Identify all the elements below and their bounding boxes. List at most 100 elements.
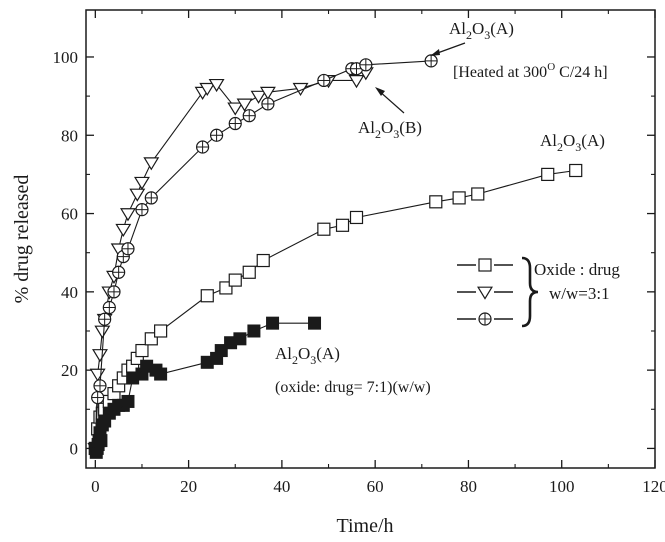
series-layer bbox=[87, 54, 583, 459]
data-point-open-square bbox=[541, 167, 555, 182]
marker-shape bbox=[134, 176, 150, 190]
data-point-open-triangle-down bbox=[134, 176, 150, 190]
data-point-crossed-circle bbox=[112, 265, 126, 279]
data-point-open-triangle-down bbox=[208, 78, 225, 93]
data-point-open-triangle-down bbox=[259, 86, 276, 100]
marker-shape bbox=[471, 187, 485, 201]
marker-shape bbox=[233, 332, 247, 346]
marker-shape bbox=[154, 324, 168, 338]
data-point-open-triangle-down bbox=[227, 102, 244, 116]
series-line bbox=[94, 169, 576, 449]
arrow-top-head bbox=[430, 49, 440, 56]
legend bbox=[457, 257, 513, 327]
x-tick-label: 80 bbox=[460, 477, 477, 496]
marker-shape bbox=[227, 102, 244, 116]
data-point-open-triangle-down bbox=[250, 90, 267, 104]
x-tick-label: 100 bbox=[549, 477, 575, 496]
y-tick-label: 20 bbox=[61, 361, 78, 380]
data-point-open-triangle-down bbox=[92, 349, 108, 363]
y-tick-label: 60 bbox=[61, 205, 78, 224]
y-axis-title: % drug released bbox=[11, 175, 33, 304]
marker-shape bbox=[154, 367, 168, 381]
marker-shape bbox=[349, 210, 364, 225]
axis-ticks bbox=[86, 10, 656, 468]
legend-marker-crossed-circle bbox=[478, 312, 492, 326]
marker-shape bbox=[94, 434, 108, 448]
annotation-lower-ratio: (oxide: drug= 7:1)(w/w) bbox=[275, 379, 431, 396]
x-tick-labels: 0 20 40 60 80 100 120 bbox=[91, 477, 665, 496]
marker-shape bbox=[259, 86, 276, 100]
marker-shape bbox=[541, 167, 555, 182]
marker-shape bbox=[129, 188, 146, 202]
x-tick-label: 40 bbox=[273, 477, 290, 496]
marker-shape bbox=[452, 191, 466, 205]
x-axis-title: Time/h bbox=[336, 515, 393, 537]
marker-shape bbox=[247, 324, 261, 338]
marker-shape bbox=[120, 208, 136, 222]
data-point-open-square bbox=[256, 253, 270, 268]
y-tick-label: 100 bbox=[53, 48, 79, 67]
data-point-crossed-circle bbox=[317, 73, 331, 88]
y-tick-label: 0 bbox=[70, 439, 79, 458]
marker-shape bbox=[200, 289, 214, 303]
marker-shape bbox=[256, 253, 270, 268]
legend-brace bbox=[521, 256, 539, 328]
marker-shape bbox=[477, 286, 493, 300]
data-point-open-square bbox=[242, 265, 256, 279]
marker-shape bbox=[335, 218, 350, 232]
series-open-square bbox=[88, 163, 583, 456]
data-point-crossed-circle bbox=[261, 97, 275, 111]
data-point-crossed-circle bbox=[107, 285, 121, 299]
data-point-filled-square bbox=[266, 316, 280, 330]
data-point-filled-square bbox=[233, 332, 247, 346]
data-point-crossed-circle bbox=[121, 242, 135, 256]
data-point-filled-square bbox=[308, 316, 322, 330]
marker-shape bbox=[89, 368, 106, 382]
series-filled-square bbox=[88, 316, 322, 459]
marker-shape bbox=[569, 163, 583, 178]
x-tick-label: 0 bbox=[91, 477, 100, 496]
marker-shape bbox=[478, 258, 492, 272]
legend-entry-open-square bbox=[457, 257, 513, 273]
data-point-open-square bbox=[569, 163, 583, 178]
marker-shape bbox=[250, 90, 267, 104]
data-point-crossed-circle bbox=[91, 390, 105, 405]
data-point-filled-square bbox=[94, 434, 108, 448]
data-point-open-triangle-down bbox=[236, 98, 253, 112]
annotation-al2o3-b: Al2O3(B) bbox=[358, 118, 422, 141]
annotation-right-al2o3-a: Al2O3(A) bbox=[540, 131, 605, 154]
data-point-open-square bbox=[135, 343, 149, 358]
data-point-open-square bbox=[228, 273, 242, 287]
data-point-crossed-circle bbox=[228, 116, 242, 131]
data-point-open-triangle-down bbox=[348, 75, 365, 89]
data-point-crossed-circle bbox=[135, 203, 149, 217]
data-point-crossed-circle bbox=[102, 300, 116, 315]
plot-frame bbox=[85, 9, 656, 469]
marker-shape bbox=[115, 223, 132, 237]
marker-shape bbox=[236, 98, 253, 112]
y-tick-label: 80 bbox=[61, 126, 78, 145]
marker-shape bbox=[199, 82, 216, 97]
data-point-open-triangle-down bbox=[89, 368, 106, 382]
marker-shape bbox=[94, 325, 111, 339]
data-point-open-square bbox=[317, 222, 331, 236]
legend-group-label-line1: Oxide : drug bbox=[534, 260, 620, 279]
y-tick-labels: 0 20 40 60 80 100 bbox=[53, 48, 79, 458]
marker-shape bbox=[121, 394, 135, 408]
data-point-open-square bbox=[200, 289, 214, 303]
data-point-open-square bbox=[471, 187, 485, 201]
marker-shape bbox=[429, 195, 443, 209]
legend-group-label-line2: w/w=3:1 bbox=[549, 284, 610, 303]
legend-marker-open-triangle-down bbox=[477, 286, 493, 300]
data-point-crossed-circle bbox=[209, 128, 224, 142]
marker-shape bbox=[92, 349, 108, 363]
data-point-open-triangle-down bbox=[143, 157, 160, 171]
data-point-crossed-circle bbox=[242, 109, 256, 123]
data-point-crossed-circle bbox=[98, 312, 112, 326]
data-point-open-triangle-down bbox=[94, 325, 111, 339]
data-point-open-triangle-down bbox=[115, 223, 132, 237]
marker-shape bbox=[135, 343, 149, 358]
annotation-top-al2o3-a: Al2O3(A) bbox=[449, 19, 514, 42]
annotation-heated: [Heated at 300O C/24 h] bbox=[453, 61, 608, 81]
